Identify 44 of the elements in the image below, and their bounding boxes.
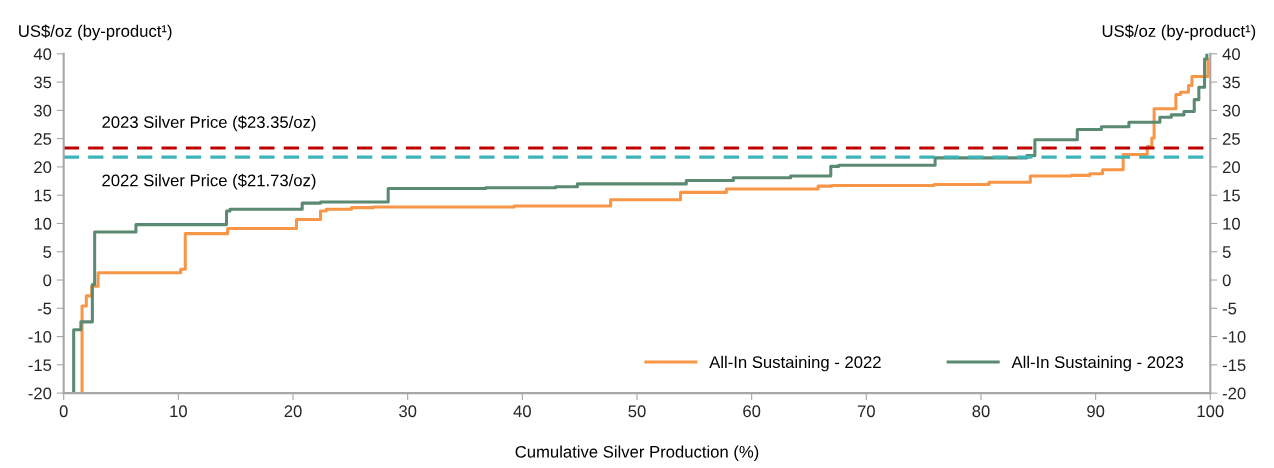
x-tick-label: 20 xyxy=(284,405,302,418)
y-tick-label: 0 xyxy=(43,274,52,287)
legend-label: All-In Sustaining - 2023 xyxy=(1011,355,1184,372)
y-tick-label: 30 xyxy=(33,104,52,117)
ref-line-label: 2022 Silver Price ($21.73/oz) xyxy=(102,173,316,190)
x-tick-label: 10 xyxy=(170,405,187,418)
x-tick-label: 50 xyxy=(628,405,646,418)
legend-label: All-In Sustaining - 2022 xyxy=(709,355,881,372)
y-tick-label: -5 xyxy=(37,302,52,315)
y2-tick-label: 30 xyxy=(1222,104,1240,117)
x-tick-label: 30 xyxy=(399,405,417,418)
y2-tick-label: -10 xyxy=(1222,330,1246,343)
y-tick-label: 25 xyxy=(34,133,52,145)
y2-tick-label: 25 xyxy=(1222,133,1240,145)
y-tick-label: -20 xyxy=(28,387,52,400)
y2-tick-label: 15 xyxy=(1223,189,1240,202)
y2-tick-label: 35 xyxy=(1222,76,1240,89)
y2-tick-label: -5 xyxy=(1222,302,1237,315)
x-tick-label: 40 xyxy=(513,405,531,418)
y2-tick-label: -15 xyxy=(1222,359,1246,372)
y-tick-label: 5 xyxy=(43,246,52,258)
x-tick-label: 0 xyxy=(59,405,68,418)
x-axis-title: Cumulative Silver Production (%) xyxy=(515,445,759,461)
y-tick-label: -15 xyxy=(28,359,52,372)
y2-tick-label: 20 xyxy=(1222,161,1240,174)
y-tick-label: 15 xyxy=(34,189,52,202)
y-tick-label: -10 xyxy=(28,330,52,343)
y2-tick-label: 5 xyxy=(1222,246,1231,258)
y2-axis-title: US$/oz (by-product¹) xyxy=(1102,24,1256,41)
x-tick-label: 100 xyxy=(1197,405,1224,418)
y2-tick-label: -20 xyxy=(1222,387,1246,400)
y-axis-title: US$/oz (by-product¹) xyxy=(19,24,172,41)
y-tick-label: 35 xyxy=(33,76,52,89)
y-tick-label: 40 xyxy=(33,48,52,61)
x-tick-label: 80 xyxy=(972,405,990,418)
y2-tick-label: 40 xyxy=(1222,48,1240,61)
y2-tick-label: 10 xyxy=(1223,217,1240,230)
x-tick-label: 60 xyxy=(743,405,761,418)
y-tick-label: 10 xyxy=(34,217,52,230)
y-tick-label: 20 xyxy=(34,161,52,174)
x-tick-label: 90 xyxy=(1087,405,1105,418)
x-tick-label: 70 xyxy=(857,405,875,418)
ref-line-label: 2023 Silver Price ($23.35/oz) xyxy=(102,115,316,132)
y2-tick-label: 0 xyxy=(1222,274,1231,287)
